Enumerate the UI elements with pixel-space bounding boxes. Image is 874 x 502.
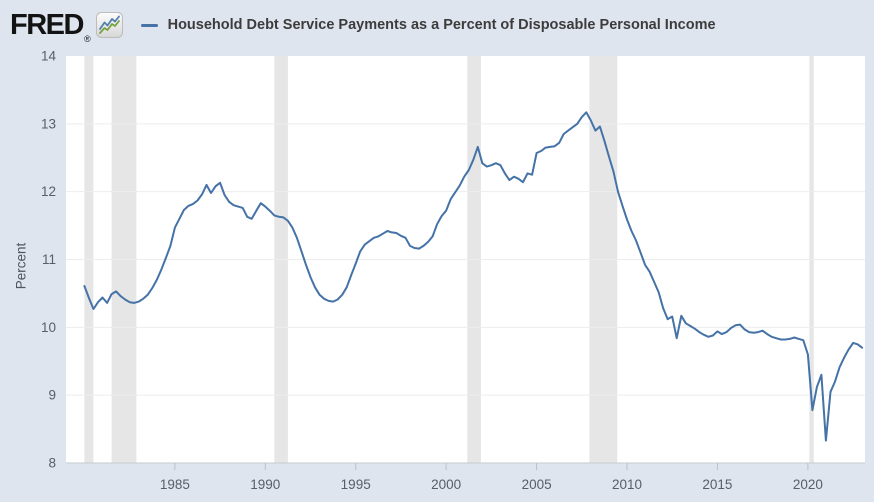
y-axis-title: Percent (13, 242, 29, 290)
y-axis-tick-label: 12 (41, 184, 56, 199)
x-axis-tick-label: 2000 (431, 477, 461, 492)
y-axis-tick-label: 8 (48, 456, 56, 471)
header: FRED ® Household Debt Service Payments a… (0, 0, 874, 50)
y-axis-tick-label: 14 (41, 49, 57, 64)
legend-line-swatch (140, 23, 158, 27)
x-axis-tick-label: 1985 (160, 477, 190, 492)
y-axis-tick-label: 13 (41, 116, 56, 131)
fred-sparkline-icon (95, 12, 123, 38)
x-axis-tick-label: 2010 (612, 477, 642, 492)
x-axis-tick-label: 1995 (341, 477, 371, 492)
fred-logo[interactable]: FRED (10, 8, 84, 41)
y-axis-tick-label: 10 (41, 320, 56, 335)
series-title: Household Debt Service Payments as a Per… (167, 17, 716, 33)
registered-trademark: ® (83, 34, 91, 44)
y-axis-tick-label: 9 (48, 388, 56, 403)
x-axis-tick-label: 2005 (522, 477, 552, 492)
data-series-line[interactable] (83, 111, 864, 442)
x-axis-tick-label: 2015 (702, 477, 732, 492)
x-axis-tick-label: 2020 (793, 477, 823, 492)
y-axis-tick-label: 11 (42, 252, 56, 267)
x-axis-tick-label: 1990 (250, 477, 280, 492)
